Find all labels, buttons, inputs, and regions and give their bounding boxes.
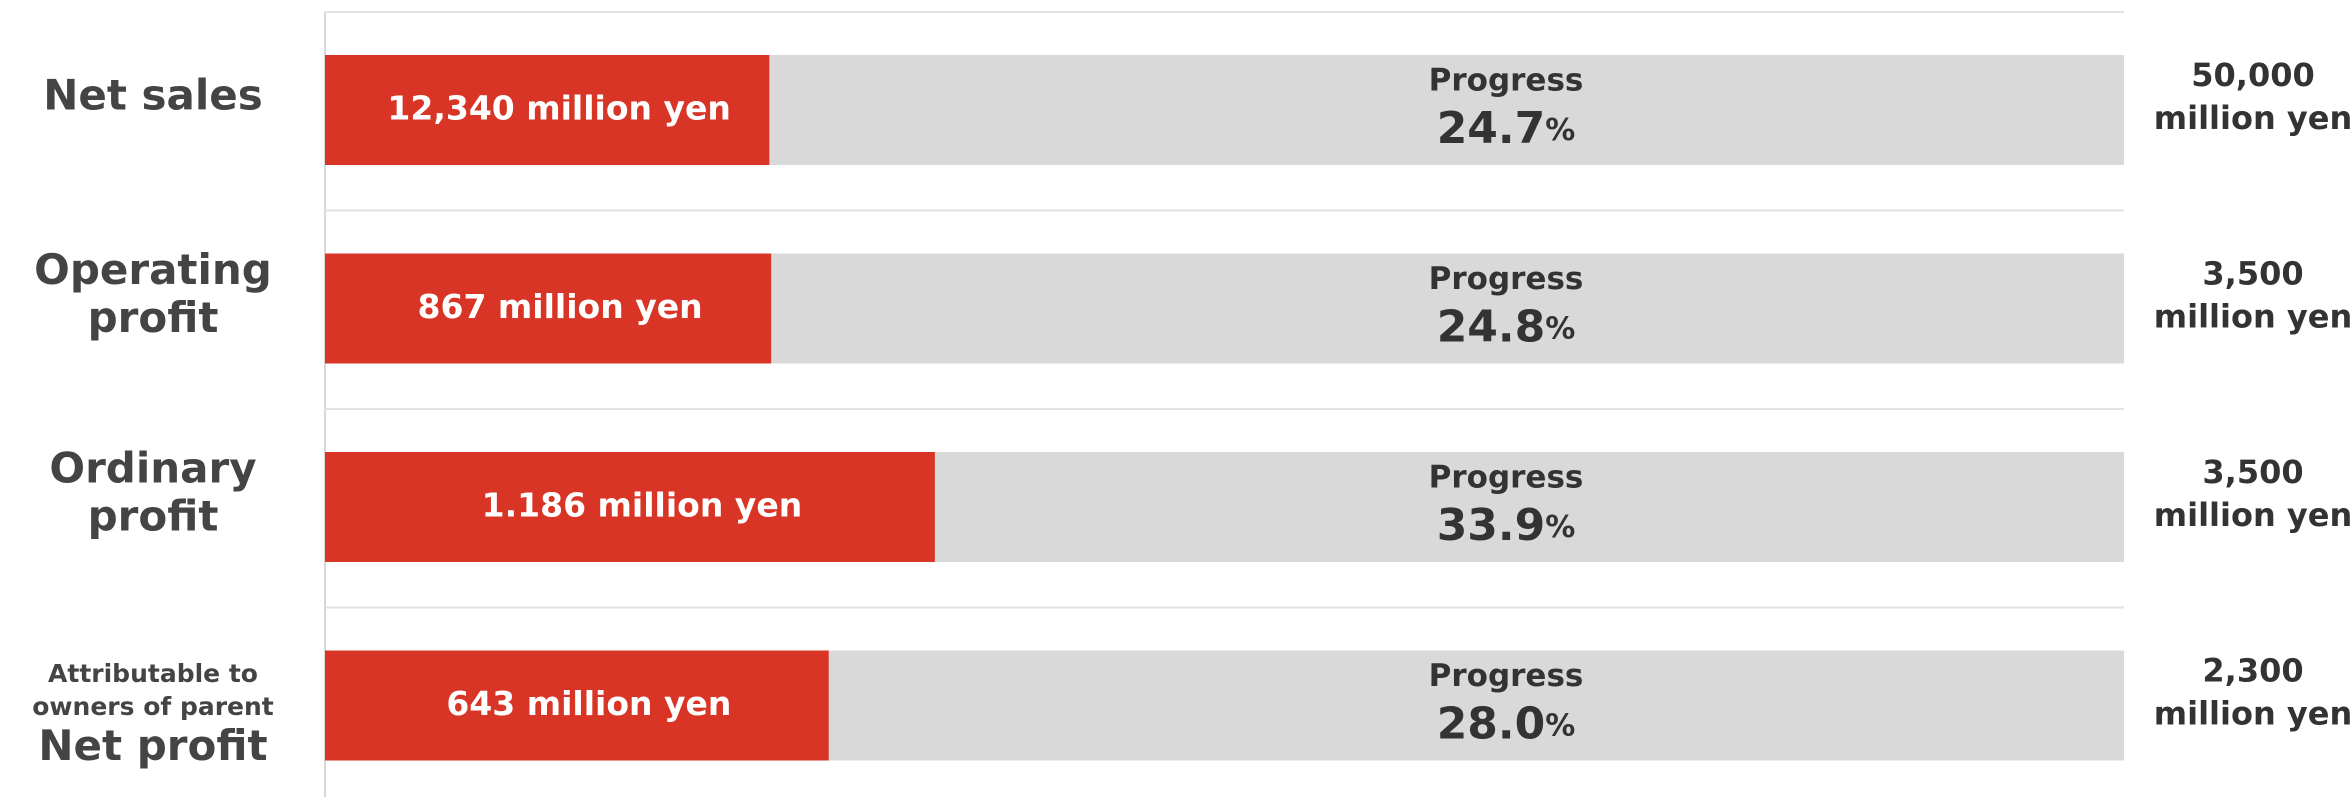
category-note: owners of parent — [32, 692, 274, 721]
category-note: Attributable to — [48, 659, 258, 688]
bar — [325, 650, 829, 761]
progress-number: 33.9 — [1437, 500, 1546, 551]
actual-label: 643 million yen — [446, 684, 731, 723]
category-label: profit — [88, 293, 219, 342]
progress-unit: % — [1545, 113, 1575, 148]
bar — [325, 55, 770, 165]
category-label: Ordinary — [49, 444, 256, 493]
progress-number: 28.0 — [1437, 699, 1546, 750]
progress-value: 24.8% — [1437, 302, 1576, 353]
progress-label: Progress — [1429, 460, 1584, 496]
category-label: profit — [88, 492, 219, 541]
target-unit: million yen — [2154, 99, 2351, 137]
target-value: 3,500 — [2202, 255, 2303, 293]
progress-label: Progress — [1429, 63, 1584, 99]
progress-unit: % — [1545, 510, 1575, 545]
target-value: 50,000 — [2191, 56, 2314, 94]
target-value: 2,300 — [2202, 652, 2303, 690]
target-unit: million yen — [2154, 695, 2351, 733]
category-label: Net profit — [38, 721, 267, 770]
progress-number: 24.7 — [1437, 103, 1546, 154]
target-unit: million yen — [2154, 496, 2351, 534]
progress-unit: % — [1545, 708, 1575, 743]
target-value: 3,500 — [2202, 453, 2303, 491]
actual-label: 12,340 million yen — [387, 89, 731, 128]
category-label: Operating — [34, 245, 272, 294]
actual-label: 1.186 million yen — [482, 486, 803, 525]
progress-value: 33.9% — [1437, 500, 1576, 551]
progress-value: 28.0% — [1437, 699, 1576, 750]
progress-unit: % — [1545, 311, 1575, 346]
bar — [325, 452, 935, 562]
progress-label: Progress — [1429, 261, 1584, 297]
progress-value: 24.7% — [1437, 103, 1576, 154]
actual-label: 867 million yen — [418, 287, 703, 326]
progress-label: Progress — [1429, 658, 1584, 694]
target-unit: million yen — [2154, 298, 2351, 336]
bar — [325, 253, 772, 364]
progress-number: 24.8 — [1437, 302, 1546, 353]
category-label: Net sales — [43, 71, 263, 120]
